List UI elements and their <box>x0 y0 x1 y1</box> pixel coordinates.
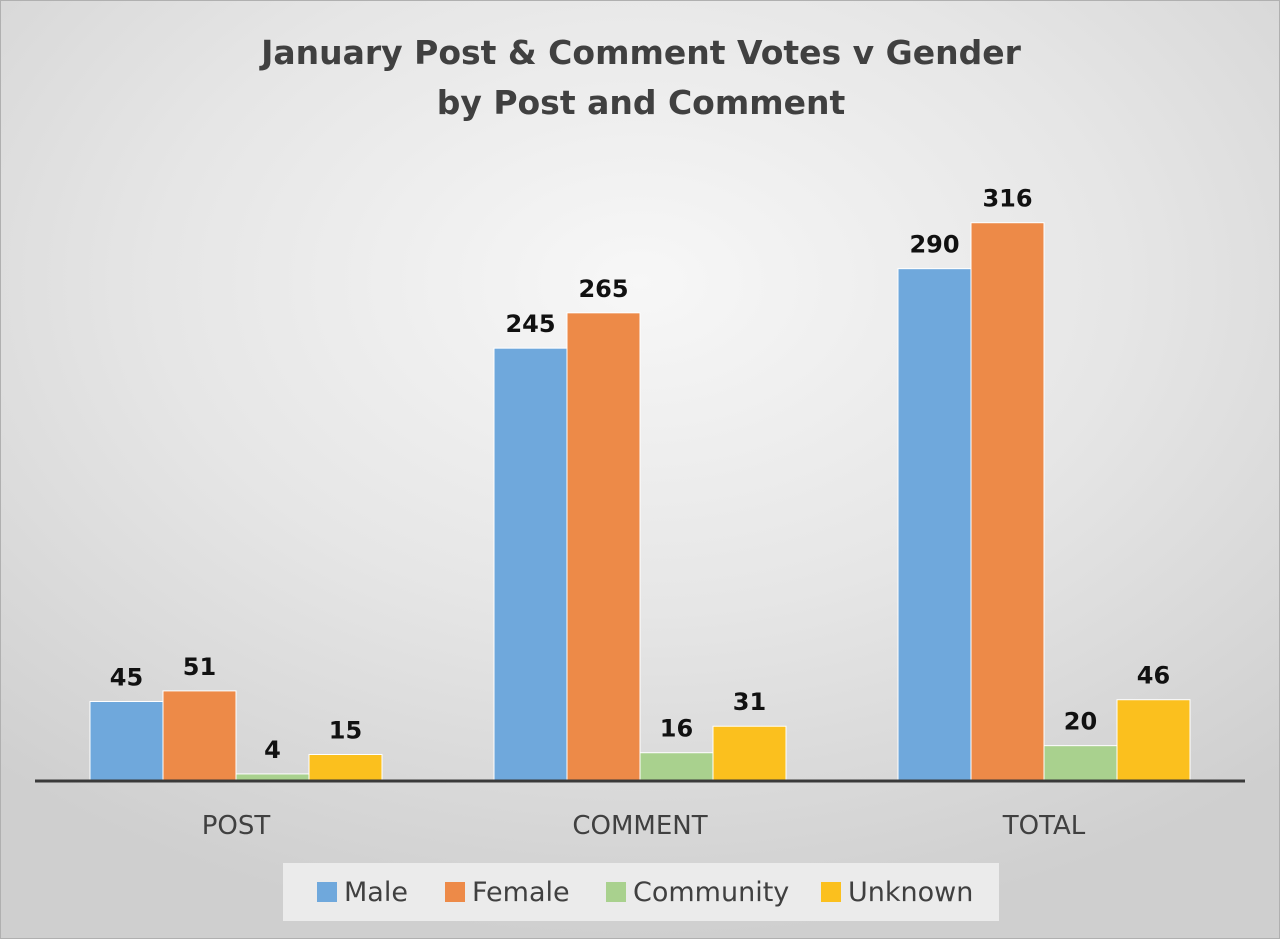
bar-female-total <box>970 222 1045 782</box>
category-labels-group: POST COMMENT TOTAL <box>202 811 1086 841</box>
data-label-unknown-post: 15 <box>329 716 362 744</box>
legend-swatch-community <box>606 882 626 902</box>
chart-title-line: by Post and Comment <box>437 83 846 122</box>
data-label-male-comment: 245 <box>505 310 555 338</box>
legend-background <box>283 863 999 921</box>
legend-swatch-female <box>445 882 465 902</box>
data-label-unknown-comment: 31 <box>733 688 766 716</box>
category-label-comment: COMMENT <box>572 811 707 841</box>
data-label-female-comment: 265 <box>578 275 628 303</box>
bar-female-comment <box>566 312 641 782</box>
legend-label-community: Community <box>633 877 789 908</box>
data-label-female-post: 51 <box>183 653 216 681</box>
legend: Male Female Community Unknown <box>283 863 999 921</box>
bar-unknown-total <box>1116 699 1191 782</box>
legend-item-male: Male <box>317 877 408 908</box>
chart-title-line: January Post & Comment Votes v Gender <box>259 33 1022 72</box>
legend-label-unknown: Unknown <box>848 877 973 908</box>
bar-female-post <box>162 690 237 782</box>
bar-male-comment <box>493 347 568 782</box>
legend-item-female: Female <box>445 877 570 908</box>
data-label-male-post: 45 <box>110 663 143 691</box>
bar-community-total <box>1043 745 1118 782</box>
data-label-male-total: 290 <box>909 231 959 259</box>
data-label-female-total: 316 <box>982 185 1032 213</box>
chart-title: January Post & Comment Votes v Gender by … <box>259 33 1022 122</box>
legend-label-male: Male <box>344 877 408 908</box>
bars-group <box>89 222 1191 782</box>
data-label-community-post: 4 <box>264 736 281 764</box>
legend-swatch-unknown <box>821 882 841 902</box>
legend-label-female: Female <box>472 877 570 908</box>
bar-unknown-post <box>308 753 383 782</box>
bar-male-post <box>89 700 164 782</box>
bar-unknown-comment <box>712 725 787 782</box>
data-label-unknown-total: 46 <box>1137 662 1170 690</box>
data-labels-group: 45 245 290 51 265 316 4 16 20 15 31 46 <box>110 185 1170 764</box>
legend-item-community: Community <box>606 877 789 908</box>
category-label-total: TOTAL <box>1002 811 1086 841</box>
legend-swatch-male <box>317 882 337 902</box>
data-label-community-comment: 16 <box>660 715 693 743</box>
category-label-post: POST <box>202 811 271 841</box>
data-label-community-total: 20 <box>1064 708 1097 736</box>
bar-male-total <box>897 268 972 782</box>
legend-item-unknown: Unknown <box>821 877 973 908</box>
bar-community-comment <box>639 752 714 782</box>
